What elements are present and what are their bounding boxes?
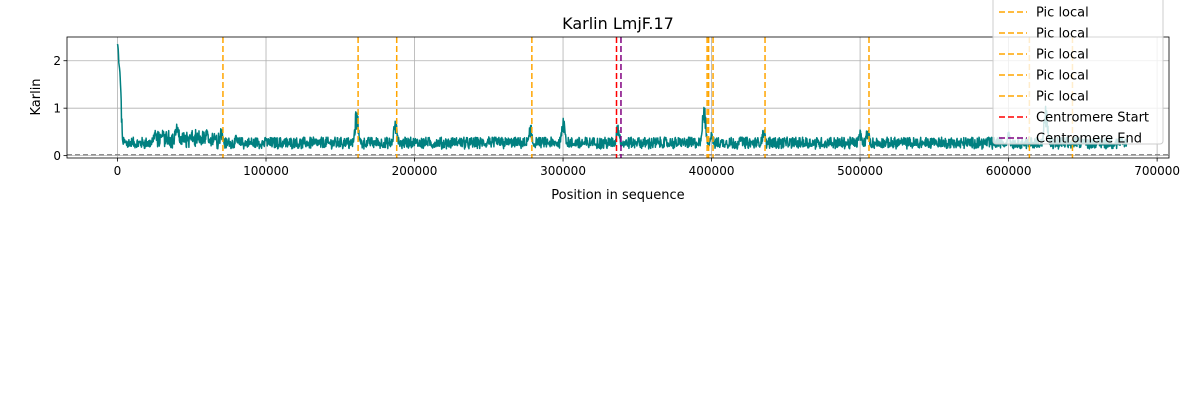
legend-label: Pic local	[1036, 48, 1089, 63]
x-tick-label: 600000	[986, 164, 1032, 178]
x-tick-label: 500000	[837, 164, 883, 178]
y-tick-label: 2	[53, 54, 61, 68]
x-tick-label: 400000	[689, 164, 735, 178]
series-line	[116, 43, 1129, 150]
y-axis-label: Karlin	[29, 78, 44, 115]
x-tick-label: 200000	[392, 164, 438, 178]
legend-label: Centromere End	[1036, 132, 1142, 147]
chart-title: Karlin LmjF.17	[562, 14, 674, 33]
legend-label: Pic local	[1036, 6, 1089, 21]
axes: 0 100000 200000 300000 400000 500000 600000 700…	[53, 36, 1180, 178]
legend-label: Pic local	[1036, 69, 1089, 84]
grid	[67, 37, 1169, 158]
legend-label: Pic local	[1036, 27, 1089, 42]
series-karlin	[116, 43, 1129, 150]
legend-label: Centromere Start	[1036, 111, 1149, 126]
x-tick-label: 100000	[243, 164, 289, 178]
y-tick-label: 1	[53, 102, 61, 116]
x-tick-label: 700000	[1134, 164, 1180, 178]
y-tick-label: 0	[53, 149, 61, 163]
legend: Pic local Pic local Pic local Pic local Pic …	[992, 0, 1164, 147]
legend-box	[992, 0, 1164, 145]
plot-frame	[66, 36, 1170, 159]
x-axis-label: Position in sequence	[551, 188, 684, 203]
x-tick-label: 0	[114, 164, 122, 178]
x-tick-label: 300000	[540, 164, 586, 178]
legend-label: Pic local	[1036, 90, 1089, 105]
